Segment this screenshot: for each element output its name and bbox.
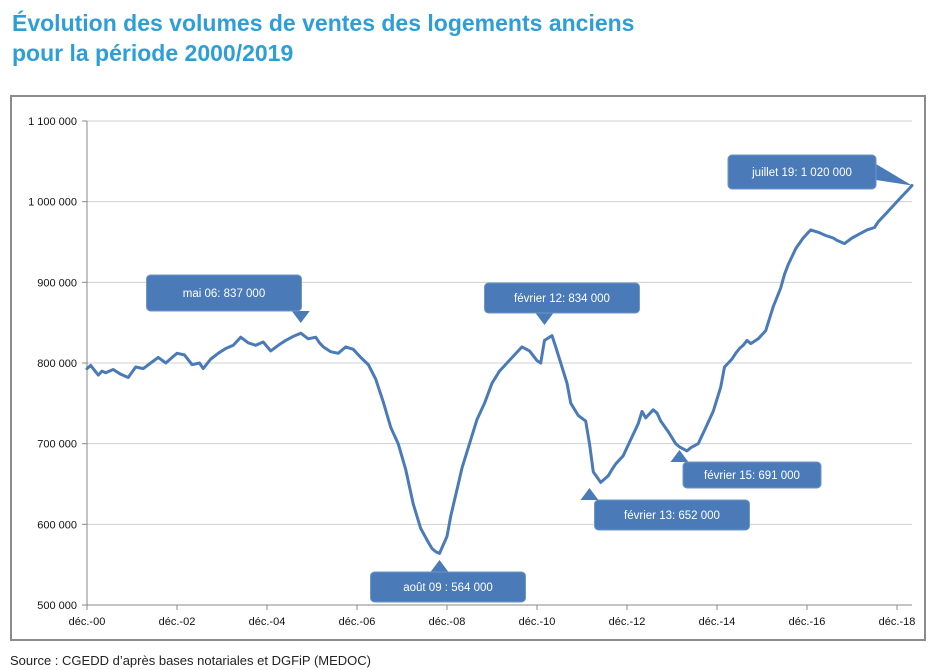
x-tick-label: déc.-06 [339, 616, 376, 628]
chart-title-line-2: pour la période 2000/2019 [12, 40, 294, 66]
x-axis-ticks: déc.-00 déc.-02 déc.-04 déc.-06 déc.-08 déc.-… [69, 605, 916, 628]
y-axis-ticks: 500 000 600 000 700 000 800 000 900 000 1 000… [28, 116, 87, 612]
annotation-pointer [670, 450, 689, 462]
chart-frame: 500 000 600 000 700 000 800 000 900 000 1 000… [10, 95, 926, 641]
x-tick-label: déc.-08 [429, 616, 466, 628]
annotation-callout: mai 06: 837 000 [146, 274, 310, 323]
y-tick-label: 600 000 [37, 519, 77, 531]
annotation-callout: février 13: 652 000 [580, 488, 750, 531]
annotation-pointer [580, 488, 599, 500]
y-tick-label: 800 000 [37, 358, 77, 370]
y-tick-label: 700 000 [37, 439, 77, 451]
y-tick-label: 1 000 000 [28, 197, 77, 209]
x-tick-label: déc.-04 [249, 616, 286, 628]
annotations: mai 06: 837 000 août 09 : 564 000 février … [146, 154, 912, 603]
y-tick-label: 500 000 [37, 600, 77, 612]
annotation-pointer [535, 313, 554, 325]
annotation-label: juillet 19: 1 020 000 [751, 167, 852, 179]
annotation-callout: février 12: 834 000 [484, 282, 640, 325]
annotation-box [727, 154, 877, 190]
source-note: Source : CGEDD d’après bases notariales … [10, 653, 371, 668]
annotation-box [370, 571, 526, 603]
annotation-callout: août 09 : 564 000 [370, 560, 526, 603]
annotation-label: février 15: 691 000 [704, 470, 800, 482]
annotation-pointer [291, 311, 310, 323]
annotation-box [682, 461, 822, 489]
annotation-label: février 12: 834 000 [514, 293, 610, 305]
annotation-label: février 13: 652 000 [624, 510, 720, 522]
y-tick-label: 1 100 000 [28, 116, 77, 128]
annotation-label: août 09 : 564 000 [403, 582, 493, 594]
x-tick-label: déc.-16 [789, 616, 826, 628]
x-tick-label: déc.-12 [609, 616, 646, 628]
annotation-box [484, 282, 640, 314]
y-tick-label: 900 000 [37, 277, 77, 289]
line-chart: 500 000 600 000 700 000 800 000 900 000 1 000… [28, 116, 916, 628]
annotation-pointer [876, 164, 912, 186]
annotation-pointer [430, 560, 449, 572]
annotation-box [594, 499, 750, 531]
x-tick-label: déc.-00 [69, 616, 106, 628]
x-tick-label: déc.-14 [699, 616, 736, 628]
chart-title-line-1: Évolution des volumes de ventes des loge… [12, 10, 635, 36]
x-tick-label: déc.-02 [159, 616, 196, 628]
annotation-callout: juillet 19: 1 020 000 [727, 154, 912, 190]
annotation-callout: février 15: 691 000 [670, 450, 822, 489]
chart-title: Évolution des volumes de ventes des loge… [12, 8, 634, 68]
annotation-box [146, 274, 302, 312]
series-line [85, 184, 914, 555]
x-tick-label: déc.-10 [519, 616, 556, 628]
annotation-label: mai 06: 837 000 [183, 288, 265, 300]
series-group [85, 184, 914, 555]
x-tick-label: déc.-18 [879, 616, 916, 628]
